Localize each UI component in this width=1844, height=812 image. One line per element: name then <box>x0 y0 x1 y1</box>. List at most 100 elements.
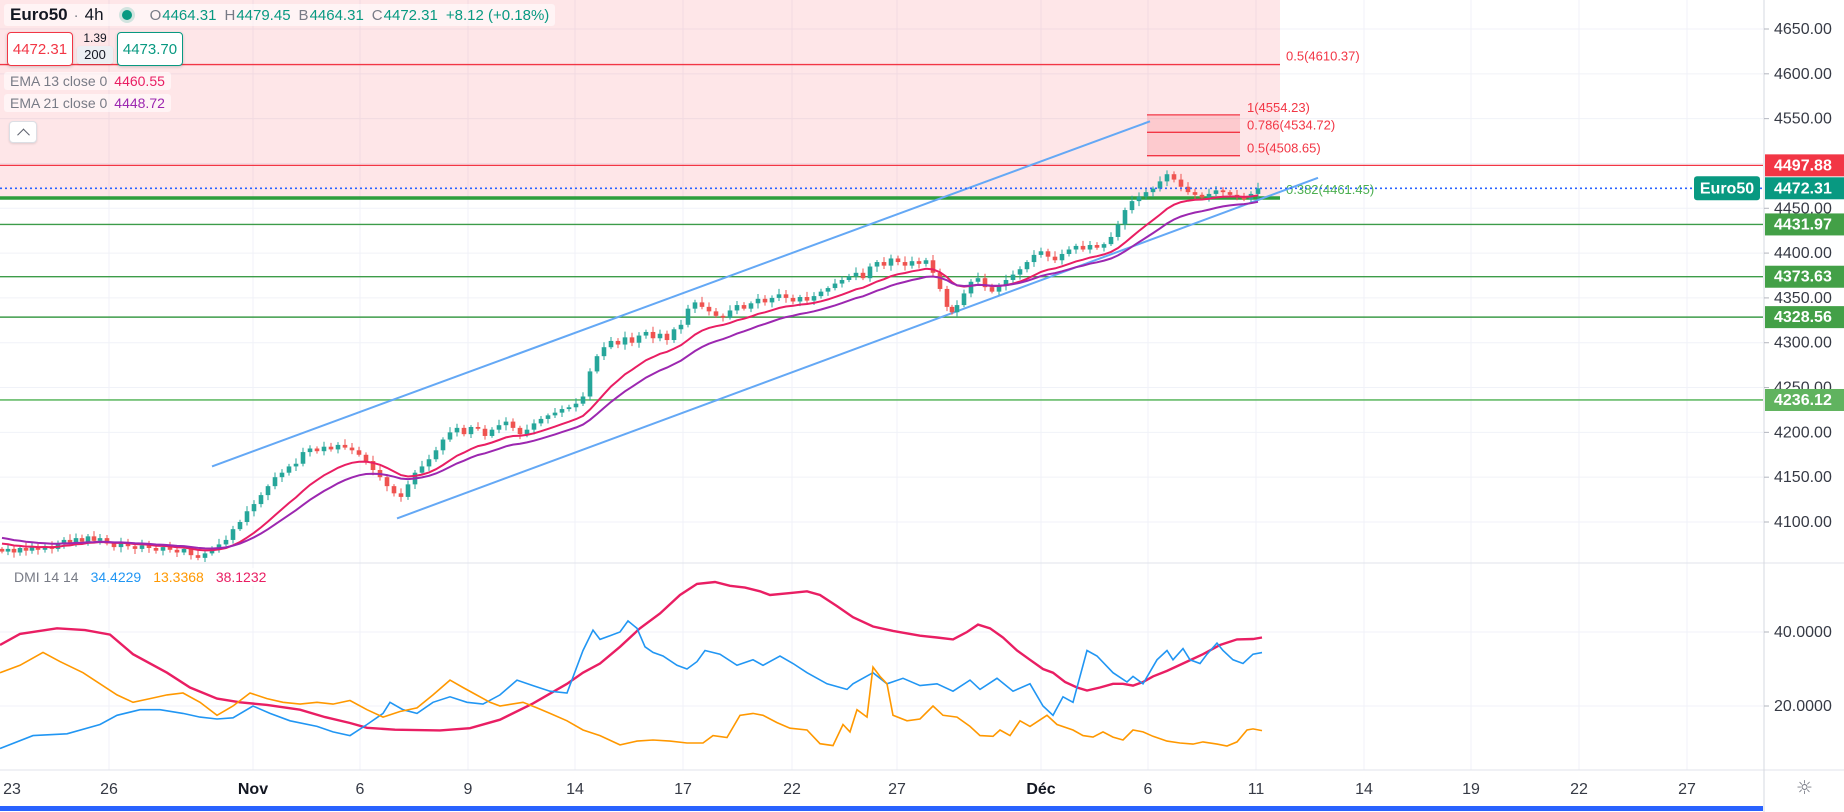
ohlc-low-key: B <box>298 6 309 24</box>
candle-body <box>769 297 775 303</box>
candle-body <box>1150 188 1156 193</box>
buy-button[interactable]: 4473.70 <box>117 32 183 66</box>
price-badge-text: 4236.12 <box>1774 392 1832 409</box>
horizontal-lines[interactable] <box>0 164 1763 401</box>
candle-body <box>975 278 981 282</box>
price-badge-text: 4431.97 <box>1774 216 1832 233</box>
chevron-up-icon <box>16 128 30 142</box>
candle-body <box>300 452 306 464</box>
candle-body <box>587 371 593 397</box>
candle-body <box>384 477 390 487</box>
fib-extension-zone[interactable]: 0.5(4610.37) 0.382(4461.45) <box>0 0 1374 200</box>
timeframe-label[interactable]: 4h <box>84 5 104 24</box>
candle-body <box>1108 236 1114 245</box>
dmi-legend[interactable]: DMI 14 14 34.4229 13.3368 38.1232 <box>10 568 271 586</box>
time-tick-label: 6 <box>1144 781 1153 798</box>
dmi-series <box>0 580 1263 750</box>
candle-body <box>867 266 873 279</box>
candle-body <box>881 262 887 266</box>
candle-body <box>349 447 355 451</box>
minus-di-line[interactable] <box>0 651 1263 747</box>
price-badge-text: 4373.63 <box>1774 269 1832 286</box>
candle-body <box>139 545 145 549</box>
time-tick-label: 27 <box>888 781 906 798</box>
candle-body <box>961 293 967 306</box>
candle-body <box>468 426 474 435</box>
price-badge-bg <box>1765 213 1844 236</box>
candle-body <box>265 486 271 496</box>
candle-body <box>104 538 110 544</box>
candle-body <box>1157 181 1163 189</box>
candle-body <box>692 302 698 309</box>
bar-count-chip[interactable]: 200 <box>77 46 113 64</box>
sell-button[interactable]: 4472.31 <box>7 32 73 66</box>
candle-body <box>272 477 278 487</box>
fib-level-label: 0.786(4534.72) <box>1247 117 1335 132</box>
candle-body <box>188 548 194 556</box>
candle-body <box>657 333 663 339</box>
candle-body <box>73 538 79 543</box>
candle-body <box>552 412 558 416</box>
plus-di-line[interactable] <box>0 619 1263 750</box>
price-badge-bg <box>1765 265 1844 288</box>
dmi-adx-value: 38.1232 <box>215 569 267 585</box>
candle-body <box>398 493 404 497</box>
ema13-label: EMA 13 close 0 <box>10 73 108 89</box>
symbol-price-label-bg <box>1694 176 1760 201</box>
candle-body <box>874 262 880 267</box>
channel-lower-line[interactable] <box>396 176 1319 520</box>
price-badge: 4328.56 <box>1765 306 1844 329</box>
timezone-sun-icon[interactable]: ☼ <box>1796 777 1814 799</box>
adx-line[interactable] <box>0 580 1263 732</box>
candle-body <box>706 306 712 312</box>
candle-body <box>307 448 313 453</box>
channel-upper-line[interactable] <box>211 120 1151 468</box>
candle-body <box>363 454 369 462</box>
legend-separator: · <box>73 6 79 24</box>
ohlc-high-value: 4479.45 <box>236 6 291 24</box>
candle-body <box>1066 249 1072 254</box>
ema13-line[interactable] <box>1 194 1259 552</box>
candle-body <box>286 466 292 473</box>
ema13-legend[interactable]: EMA 13 close 0 4460.55 <box>4 72 171 90</box>
fib-retracement-box[interactable]: 1(4554.23) 0.786(4534.72) 0.5(4508.65) <box>1147 100 1335 157</box>
ema21-legend[interactable]: EMA 21 close 0 4448.72 <box>4 94 171 112</box>
candle-body <box>1052 256 1058 261</box>
price-tick-label: 4350.00 <box>1774 290 1832 307</box>
candle-body <box>426 459 432 467</box>
candle-body <box>202 553 208 558</box>
price-tick-label: 4550.00 <box>1774 111 1832 128</box>
candle-body <box>35 547 41 550</box>
ohlc-open-key: O <box>149 6 162 24</box>
ema21-line[interactable] <box>1 200 1259 550</box>
candle-body <box>61 539 67 545</box>
candle-body <box>825 288 831 292</box>
candle-body <box>1241 196 1247 200</box>
time-tick-label: 9 <box>464 781 473 798</box>
candle-body <box>223 539 229 545</box>
candle-body <box>321 446 327 452</box>
candle-body <box>195 555 201 558</box>
candle-body <box>405 484 411 497</box>
price-tick-label: 4150.00 <box>1774 469 1832 486</box>
gridlines <box>0 0 1763 770</box>
time-tick-label: 22 <box>1570 781 1588 798</box>
candle-body <box>685 308 691 325</box>
candle-body <box>664 333 670 341</box>
symbol-legend[interactable]: Euro50 · 4h O 4464.31 H 4479.45 B 4464.31 C… <box>4 4 556 26</box>
collapse-indicators-button[interactable] <box>9 121 37 143</box>
candle-body <box>29 547 35 551</box>
candle-body <box>482 428 488 436</box>
time-axis[interactable] <box>0 771 1763 812</box>
candle-body <box>454 427 460 433</box>
candle-body <box>804 297 810 301</box>
symbol-name[interactable]: Euro50 <box>10 5 68 24</box>
trend-channel[interactable] <box>211 120 1319 520</box>
candle-body <box>1094 245 1100 248</box>
time-tick-label: 22 <box>783 781 801 798</box>
price-axis[interactable] <box>1764 0 1844 770</box>
bottom-blue-bar[interactable] <box>0 806 1763 811</box>
candle-body <box>1255 188 1261 194</box>
candle-body <box>1017 269 1023 275</box>
